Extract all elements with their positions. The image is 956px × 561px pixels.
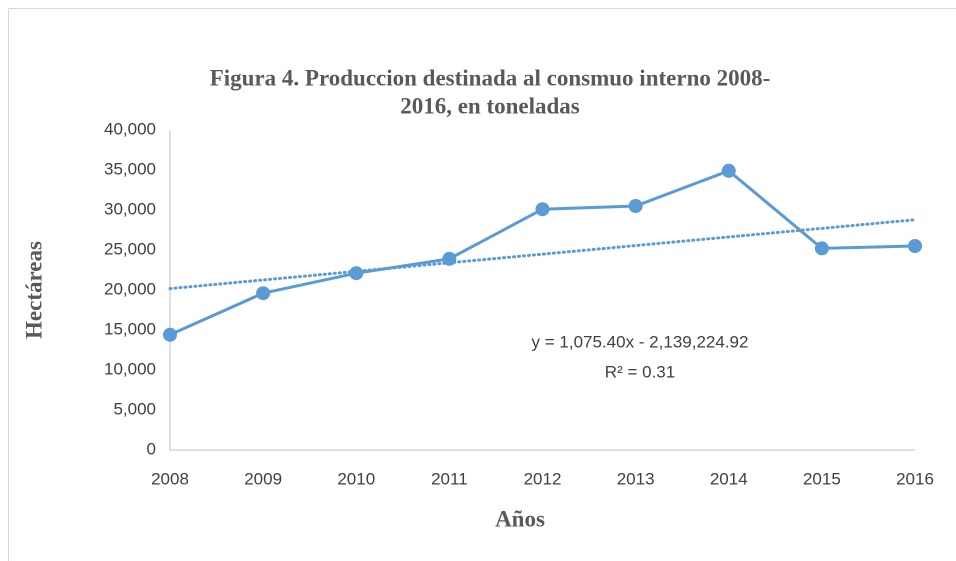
- y-tick-label: 5,000: [113, 399, 156, 418]
- y-tick-label: 25,000: [104, 239, 156, 258]
- data-point: [628, 199, 643, 213]
- chart-title: Figura 4. Produccion destinada al consmu…: [210, 65, 771, 90]
- x-tick-label: 2008: [151, 469, 189, 488]
- y-tick-label: 40,000: [104, 119, 156, 138]
- data-point: [442, 251, 457, 266]
- x-tick-label: 2011: [431, 469, 468, 488]
- data-point: [163, 327, 177, 342]
- trendline-r2: R² = 0.31: [605, 362, 675, 381]
- y-tick-label: 10,000: [104, 359, 156, 378]
- x-tick-label: 2013: [617, 469, 655, 488]
- x-axis-label: Años: [495, 506, 545, 531]
- data-point: [721, 163, 736, 178]
- chart-title: 2016, en toneladas: [400, 93, 580, 118]
- y-tick-label: 20,000: [104, 279, 156, 298]
- x-tick-label: 2016: [896, 469, 934, 488]
- chart-border: [8, 8, 956, 561]
- y-tick-label: 30,000: [104, 199, 156, 218]
- y-tick-label: 35,000: [104, 159, 156, 178]
- x-tick-label: 2014: [710, 469, 748, 488]
- trendline: [168, 218, 917, 291]
- trendline-equation: y = 1,075.40x - 2,139,224.92: [532, 332, 749, 351]
- x-tick-label: 2009: [244, 469, 282, 488]
- data-point: [535, 202, 550, 217]
- y-tick-label: 15,000: [104, 319, 156, 338]
- y-tick-label: 0: [147, 439, 156, 458]
- x-tick-label: 2010: [337, 469, 375, 488]
- data-point: [256, 286, 271, 301]
- x-tick-label: 2015: [803, 469, 841, 488]
- data-point: [908, 239, 922, 253]
- data-point: [349, 266, 364, 281]
- data-point: [814, 241, 829, 256]
- x-tick-label: 2012: [524, 469, 562, 488]
- y-axis-label: Hectáreas: [21, 241, 46, 339]
